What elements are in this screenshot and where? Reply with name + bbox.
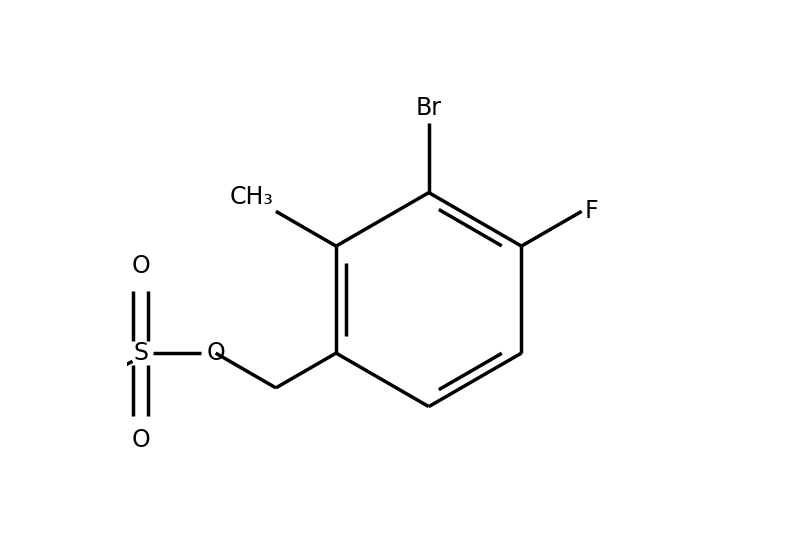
Text: S: S <box>133 341 148 365</box>
Text: F: F <box>585 200 599 223</box>
Text: Br: Br <box>416 96 442 120</box>
Text: CH₃: CH₃ <box>229 185 273 209</box>
Text: O: O <box>206 341 225 365</box>
Text: O: O <box>132 254 151 278</box>
Text: O: O <box>132 428 151 452</box>
